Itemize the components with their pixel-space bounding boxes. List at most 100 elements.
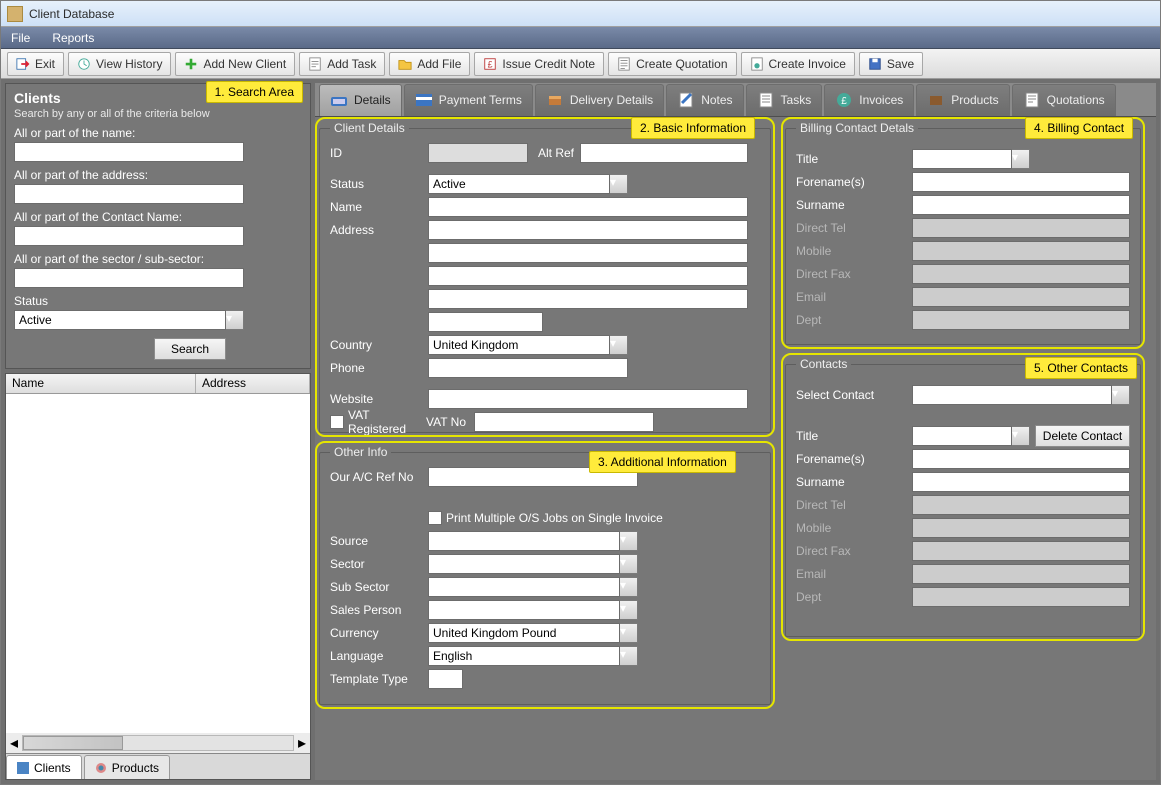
print-multi-checkbox[interactable]	[428, 511, 442, 525]
c-select-btn[interactable]: ▾	[1112, 385, 1130, 405]
c-select[interactable]	[912, 385, 1112, 405]
details-icon	[330, 91, 348, 109]
subsector-select[interactable]	[428, 577, 620, 597]
c-forename-input[interactable]	[912, 449, 1130, 469]
client-name-input[interactable]	[428, 197, 748, 217]
label-altref: Alt Ref	[528, 146, 580, 160]
b-title-select[interactable]	[912, 149, 1012, 169]
language-select-btn[interactable]: ▾	[620, 646, 638, 666]
c-title-select-btn[interactable]: ▾	[1012, 426, 1030, 446]
phone-input[interactable]	[428, 358, 628, 378]
c-surname-input[interactable]	[912, 472, 1130, 492]
altref-input[interactable]	[580, 143, 748, 163]
website-input[interactable]	[428, 389, 748, 409]
callout-additional: 3. Additional Information	[589, 451, 736, 473]
label-b-mobile: Mobile	[796, 244, 912, 258]
b-title-select-btn[interactable]: ▾	[1012, 149, 1030, 169]
sector-select-btn[interactable]: ▾	[620, 554, 638, 574]
label-phone: Phone	[330, 361, 428, 375]
language-select[interactable]	[428, 646, 620, 666]
label-contact: All or part of the Contact Name:	[14, 210, 302, 224]
address-input-4[interactable]	[428, 289, 748, 309]
address-input-3[interactable]	[428, 266, 748, 286]
search-name-input[interactable]	[14, 142, 244, 162]
col-name[interactable]: Name	[6, 374, 196, 393]
c-dept-input	[912, 587, 1130, 607]
clients-icon	[17, 762, 29, 774]
create-quotation-button[interactable]: Create Quotation	[608, 52, 736, 76]
c-title-select[interactable]	[912, 426, 1012, 446]
svg-text:£: £	[841, 96, 847, 107]
label-language: Language	[330, 649, 428, 663]
tab-products[interactable]: Products	[84, 755, 170, 779]
exit-button[interactable]: Exit	[7, 52, 64, 76]
search-sector-input[interactable]	[14, 268, 244, 288]
subsector-select-btn[interactable]: ▾	[620, 577, 638, 597]
add-task-button[interactable]: Add Task	[299, 52, 385, 76]
callout-basic: 2. Basic Information	[631, 117, 755, 139]
save-button[interactable]: Save	[859, 52, 923, 76]
issue-credit-button[interactable]: £ Issue Credit Note	[474, 52, 604, 76]
b-dept-input	[912, 310, 1130, 330]
b-forename-input[interactable]	[912, 172, 1130, 192]
menu-reports[interactable]: Reports	[52, 31, 94, 45]
source-select[interactable]	[428, 531, 620, 551]
callout-billing: 4. Billing Contact	[1025, 117, 1133, 139]
search-address-input[interactable]	[14, 184, 244, 204]
sector-select[interactable]	[428, 554, 620, 574]
results-scrollbar[interactable]: ◂ ▸	[6, 733, 310, 753]
salesperson-select[interactable]	[428, 600, 620, 620]
label-b-forename: Forename(s)	[796, 175, 912, 189]
delete-contact-button[interactable]: Delete Contact	[1035, 425, 1130, 447]
status-select[interactable]	[428, 174, 610, 194]
label-c-tel: Direct Tel	[796, 498, 912, 512]
view-history-button[interactable]: View History	[68, 52, 171, 76]
label-name: All or part of the name:	[14, 126, 302, 140]
label-b-title: Title	[796, 152, 912, 166]
tab-invoices[interactable]: £ Invoices	[824, 84, 914, 116]
country-select-btn[interactable]: ▾	[610, 335, 628, 355]
add-client-button[interactable]: Add New Client	[175, 52, 295, 76]
country-select[interactable]	[428, 335, 610, 355]
label-c-email: Email	[796, 567, 912, 581]
label-vatno: VAT No	[426, 415, 474, 429]
postcode-input[interactable]	[428, 312, 543, 332]
col-address[interactable]: Address	[196, 374, 310, 393]
other-info-legend: Other Info	[330, 445, 391, 459]
tab-products[interactable]: Products	[916, 84, 1009, 116]
tab-tasks[interactable]: Tasks	[746, 84, 823, 116]
currency-select-btn[interactable]: ▾	[620, 623, 638, 643]
source-select-btn[interactable]: ▾	[620, 531, 638, 551]
search-contact-input[interactable]	[14, 226, 244, 246]
search-button[interactable]: Search	[154, 338, 226, 360]
tab-quotations[interactable]: Quotations	[1012, 84, 1116, 116]
history-icon	[77, 57, 91, 71]
search-status-select[interactable]	[14, 310, 226, 330]
results-grid-body[interactable]	[6, 394, 310, 733]
id-input[interactable]	[428, 143, 528, 163]
address-input-1[interactable]	[428, 220, 748, 240]
template-input[interactable]	[428, 669, 463, 689]
b-surname-input[interactable]	[912, 195, 1130, 215]
tab-notes[interactable]: Notes	[666, 84, 743, 116]
add-file-button[interactable]: Add File	[389, 52, 470, 76]
exit-icon	[16, 57, 30, 71]
c-tel-input	[912, 495, 1130, 515]
tab-delivery[interactable]: Delivery Details	[535, 84, 664, 116]
status-select-btn[interactable]: ▾	[610, 174, 628, 194]
salesperson-select-btn[interactable]: ▾	[620, 600, 638, 620]
vat-registered-checkbox[interactable]	[330, 415, 344, 429]
tab-clients[interactable]: Clients	[6, 755, 82, 779]
menu-file[interactable]: File	[11, 31, 30, 45]
create-invoice-button[interactable]: Create Invoice	[741, 52, 855, 76]
address-input-2[interactable]	[428, 243, 748, 263]
status-dropdown-button[interactable]: ▾	[226, 310, 244, 330]
currency-select[interactable]	[428, 623, 620, 643]
b-email-input	[912, 287, 1130, 307]
label-acref: Our A/C Ref No	[330, 470, 428, 484]
tab-details[interactable]: Details	[319, 84, 402, 116]
label-c-surname: Surname	[796, 475, 912, 489]
vatno-input[interactable]	[474, 412, 654, 432]
delivery-icon	[546, 91, 564, 109]
tab-payment[interactable]: Payment Terms	[404, 84, 533, 116]
